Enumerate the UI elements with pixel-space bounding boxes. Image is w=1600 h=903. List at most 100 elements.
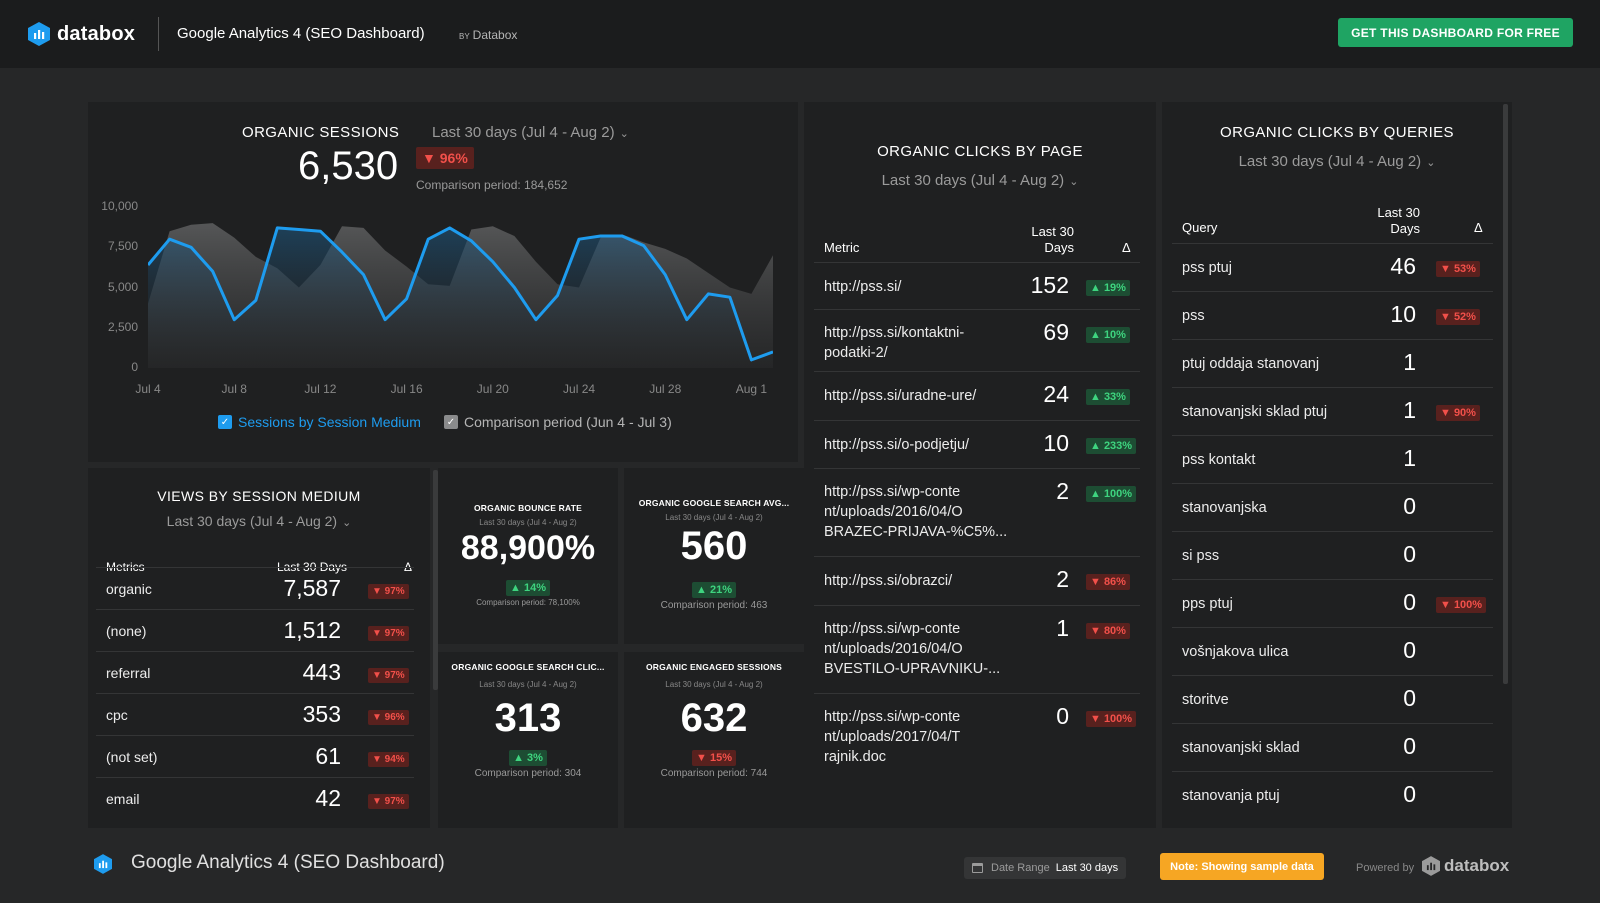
data-point[interactable]: [618, 232, 626, 240]
kpi-tile[interactable]: ORGANIC GOOGLE SEARCH CLIC... Last 30 day…: [438, 652, 618, 828]
query-col-value: Last 30 Days: [1340, 205, 1420, 237]
legend-current[interactable]: ✓ Sessions by Session Medium: [218, 414, 421, 430]
table-row[interactable]: http://pss.si/wp-conte nt/uploads/2016/0…: [814, 605, 1140, 693]
data-point[interactable]: [230, 316, 238, 324]
kpi-range-dropdown[interactable]: Last 30 days (Jul 4 - Aug 2): [665, 680, 763, 689]
data-point[interactable]: [273, 224, 281, 232]
kpi-change: ▼ 15%: [624, 748, 804, 766]
views-range-dropdown[interactable]: Last 30 days (Jul 4 - Aug 2) ⌄: [88, 513, 430, 529]
data-point[interactable]: [187, 243, 195, 251]
table-row[interactable]: stanovanjska 0: [1172, 483, 1493, 531]
data-point[interactable]: [661, 271, 669, 279]
kpi-change: ▲ 21%: [624, 580, 804, 598]
kpi-value: 88,900%: [460, 529, 596, 567]
data-point[interactable]: [338, 248, 346, 256]
sessions-title: ORGANIC SESSIONS: [242, 124, 400, 141]
table-row[interactable]: stanovanjski sklad ptuj 1 ▼ 90%: [1172, 387, 1493, 435]
data-point[interactable]: [295, 226, 303, 234]
data-point[interactable]: [403, 295, 411, 303]
kpi-tile[interactable]: ORGANIC ENGAGED SESSIONS Last 30 days (Ju…: [624, 652, 804, 828]
header-divider: [158, 17, 159, 51]
kpi-range-dropdown[interactable]: Last 30 days (Jul 4 - Aug 2): [479, 518, 577, 527]
databox-logo[interactable]: databox: [28, 20, 135, 48]
change-badge: ▼ 100%: [1436, 597, 1487, 613]
row-value: 0: [1403, 589, 1416, 615]
date-range-selector[interactable]: Date Range Last 30 days: [964, 857, 1126, 879]
date-range-value: Last 30 days: [1055, 862, 1119, 874]
data-point[interactable]: [252, 296, 260, 304]
data-point[interactable]: [424, 235, 432, 243]
kpi-tile[interactable]: ORGANIC BOUNCE RATE Last 30 days (Jul 4 -…: [438, 468, 618, 644]
change-badge: ▼ 97%: [368, 794, 409, 809]
table-row[interactable]: si pss 0: [1172, 531, 1493, 579]
query-scrollbar[interactable]: [1503, 104, 1508, 684]
table-row[interactable]: http://pss.si/wp-conte nt/uploads/2016/0…: [814, 468, 1140, 556]
row-value: 152: [1030, 272, 1069, 298]
data-point[interactable]: [381, 316, 389, 324]
data-point[interactable]: [747, 356, 755, 364]
sessions-range-dropdown[interactable]: Last 30 days (Jul 4 - Aug 2) ⌄: [432, 124, 629, 141]
table-row[interactable]: cpc 353 ▼ 96%: [96, 693, 414, 735]
data-point[interactable]: [316, 227, 324, 235]
kpi-tile[interactable]: ORGANIC GOOGLE SEARCH AVG... Last 30 days…: [624, 468, 804, 644]
table-row[interactable]: http://pss.si/wp-conte nt/uploads/2017/0…: [814, 693, 1140, 783]
powered-by-label: Powered by: [1356, 862, 1415, 874]
table-row[interactable]: email 42 ▼ 97%: [96, 777, 414, 819]
table-row[interactable]: vošnjakova ulica 0: [1172, 627, 1493, 675]
get-dashboard-button[interactable]: GET THIS DASHBOARD FOR FREE: [1338, 18, 1573, 47]
data-point[interactable]: [726, 293, 734, 301]
data-point[interactable]: [446, 224, 454, 232]
page-range-dropdown[interactable]: Last 30 days (Jul 4 - Aug 2) ⌄: [804, 172, 1156, 189]
powered-by-logo[interactable]: databox: [1422, 856, 1509, 876]
data-point[interactable]: [597, 232, 605, 240]
powered-brand: databox: [1444, 856, 1510, 875]
table-row[interactable]: pss ptuj 46 ▼ 53%: [1172, 243, 1493, 291]
sessions-line[interactable]: [148, 226, 773, 362]
data-point[interactable]: [683, 316, 691, 324]
table-row[interactable]: stanovanjski sklad 0: [1172, 723, 1493, 771]
views-scrollbar[interactable]: [433, 470, 438, 690]
kpi-range-dropdown[interactable]: Last 30 days (Jul 4 - Aug 2): [665, 513, 763, 522]
sessions-area-chart[interactable]: [148, 202, 773, 372]
chevron-down-icon: ⌄: [342, 517, 352, 529]
data-point[interactable]: [553, 292, 561, 300]
table-row[interactable]: ptuj oddaja stanovanj 1: [1172, 339, 1493, 387]
table-row[interactable]: http://pss.si/kontaktni- podatki-2/69 ▲ 1…: [814, 309, 1140, 371]
table-row[interactable]: organic 7,587 ▼ 97%: [96, 567, 414, 609]
brand-name: databox: [57, 22, 136, 45]
kpi-range-dropdown[interactable]: Last 30 days (Jul 4 - Aug 2): [479, 680, 577, 689]
data-point[interactable]: [489, 258, 497, 266]
data-point[interactable]: [510, 284, 518, 292]
data-point[interactable]: [704, 290, 712, 298]
footer-title: Google Analytics 4 (SEO Dashboard): [131, 852, 445, 873]
sample-data-note: Note: Showing sample data: [1160, 853, 1324, 880]
databox-logo-icon: [1422, 856, 1440, 876]
table-row[interactable]: http://pss.si/o-podjetju/10 ▲ 233%: [814, 420, 1140, 468]
change-badge: ▲ 233%: [1086, 438, 1137, 454]
table-row[interactable]: (not set) 61 ▼ 94%: [96, 735, 414, 777]
table-row[interactable]: stanovanja ptuj 0: [1172, 771, 1493, 819]
query-range-dropdown[interactable]: Last 30 days (Jul 4 - Aug 2) ⌄: [1162, 153, 1512, 170]
legend-comparison[interactable]: ✓ Comparison period (Jun 4 - Jul 3): [444, 414, 672, 430]
table-row[interactable]: http://pss.si/152 ▲ 19%: [814, 262, 1140, 309]
data-point[interactable]: [166, 235, 174, 243]
table-row[interactable]: http://pss.si/obrazci/2 ▼ 86%: [814, 556, 1140, 605]
table-row[interactable]: pss kontakt 1: [1172, 435, 1493, 483]
table-row[interactable]: (none) 1,512 ▼ 97%: [96, 609, 414, 651]
data-point[interactable]: [467, 237, 475, 245]
organic-sessions-panel: ORGANIC SESSIONS Last 30 days (Jul 4 - A…: [88, 102, 798, 462]
data-point[interactable]: [360, 271, 368, 279]
row-label: vošnjakova ulica: [1182, 644, 1289, 660]
table-row[interactable]: pss 10 ▼ 52%: [1172, 291, 1493, 339]
change-badge: ▲ 3%: [509, 750, 547, 766]
table-row[interactable]: pps ptuj 0 ▼ 100%: [1172, 579, 1493, 627]
data-point[interactable]: [640, 242, 648, 250]
table-row[interactable]: referral 443 ▼ 97%: [96, 651, 414, 693]
views-title: VIEWS BY SESSION MEDIUM: [157, 488, 361, 504]
data-point[interactable]: [209, 267, 217, 275]
table-row[interactable]: http://pss.si/uradne-ure/24 ▲ 33%: [814, 371, 1140, 420]
data-point[interactable]: [575, 235, 583, 243]
table-row[interactable]: storitve 0: [1172, 675, 1493, 723]
clicks-by-page-panel: ORGANIC CLICKS BY PAGE Last 30 days (Jul…: [804, 102, 1156, 828]
data-point[interactable]: [532, 316, 540, 324]
